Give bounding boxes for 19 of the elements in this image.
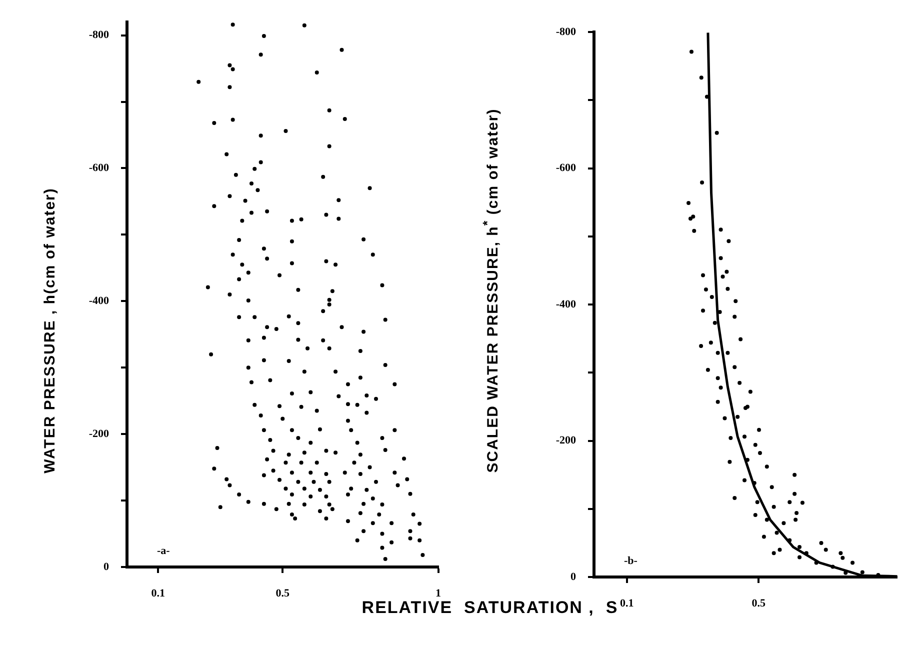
y-tick-label: -400 — [556, 298, 576, 310]
y-axis-title: WATER PRESSURE , h(cm of water) — [41, 187, 58, 473]
y-tick-label: -800 — [88, 29, 110, 42]
x-tick-label: 0.5 — [276, 587, 290, 600]
y-tick-label: -600 — [88, 162, 110, 174]
x-tick-label: 0.1 — [151, 587, 165, 600]
x-tick-label: 0.5 — [752, 597, 766, 610]
x-axis-title: RELATIVE SATURATION , S — [362, 598, 618, 618]
y-tick-label: -800 — [556, 26, 576, 38]
y-tick-label: -600 — [556, 162, 576, 174]
annotation: -b- — [624, 554, 638, 567]
y-tick-label: 0 — [104, 560, 110, 573]
annotation: -a- — [157, 544, 170, 557]
x-tick-label: 1 — [436, 587, 441, 600]
y-tick-label: -200 — [556, 434, 576, 447]
x-tick-label: 0.1 — [620, 597, 634, 610]
y-tick-label: -200 — [88, 428, 110, 440]
y-tick-label: -400 — [88, 294, 110, 307]
y-tick-label: 0 — [570, 570, 576, 583]
